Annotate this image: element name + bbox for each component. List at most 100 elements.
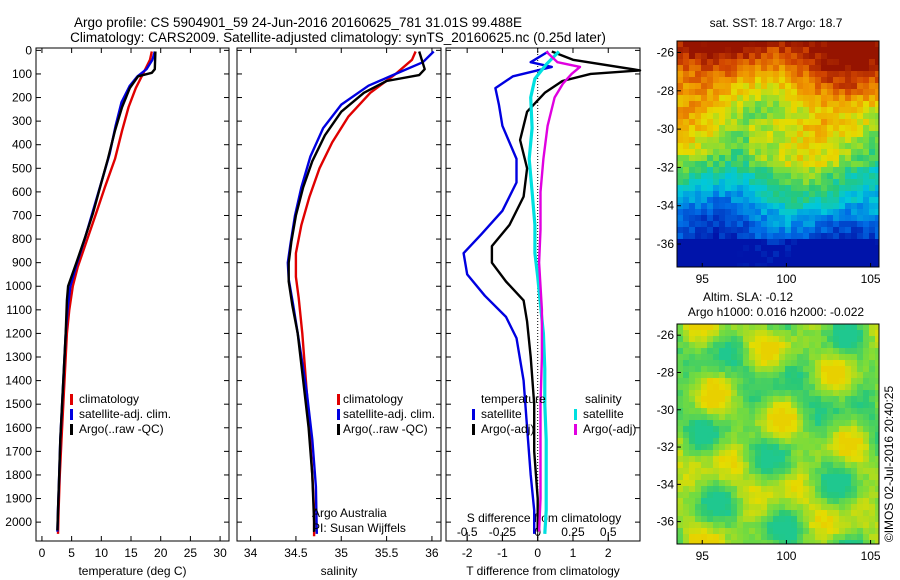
map-cell: [863, 336, 870, 343]
map-cell: [683, 233, 690, 240]
map-cell: [773, 390, 780, 397]
map-cell: [689, 245, 696, 252]
map-cell: [809, 89, 816, 96]
map-cell: [755, 468, 762, 475]
map-cell: [839, 372, 846, 379]
map-cell: [803, 468, 810, 475]
map-cell: [821, 528, 828, 535]
map-cell: [761, 486, 768, 493]
map-cell: [731, 540, 738, 545]
header-line-1: Argo profile: CS 5904901_59 24-Jun-2016 …: [74, 15, 522, 30]
map-cell: [725, 137, 732, 144]
map-cell: [707, 348, 714, 355]
map-cell: [815, 330, 822, 337]
map-cell: [833, 131, 840, 138]
map-cell: [743, 492, 750, 499]
map-cell: [689, 209, 696, 216]
map-cell: [701, 233, 708, 240]
map-cell: [689, 450, 696, 457]
map-cell: [779, 77, 786, 84]
map-cell: [737, 197, 744, 204]
map-cell: [731, 95, 738, 102]
map-cell: [827, 179, 834, 186]
map-cell: [869, 516, 876, 523]
x-tick-label: 34.5: [284, 546, 308, 560]
map-cell: [695, 257, 702, 264]
map-cell: [863, 498, 870, 505]
map-cell: [833, 119, 840, 126]
map-cell: [791, 504, 798, 511]
map-cell: [839, 245, 846, 252]
map-cell: [869, 197, 876, 204]
map-cell: [719, 113, 726, 120]
map-cell: [791, 384, 798, 391]
map-cell: [677, 426, 684, 433]
map-cell: [779, 119, 786, 126]
map-cell: [815, 498, 822, 505]
map-cell: [743, 540, 750, 545]
map-cell: [797, 438, 804, 445]
map-cell: [875, 257, 880, 264]
s-axis-label: S difference from climatology: [467, 511, 622, 525]
map-cell: [815, 420, 822, 427]
map-cell: [743, 143, 750, 150]
map-cell: [719, 107, 726, 114]
map-cell: [779, 71, 786, 78]
map-cell: [875, 360, 880, 367]
map-cell: [707, 516, 714, 523]
map-cell: [683, 137, 690, 144]
map-cell: [833, 360, 840, 367]
map-cell: [683, 360, 690, 367]
map-cell: [773, 53, 780, 60]
map-cell: [827, 342, 834, 349]
map-cell: [803, 119, 810, 126]
map-cell: [737, 468, 744, 475]
map-cell: [725, 402, 732, 409]
map-cell: [791, 137, 798, 144]
map-cell: [851, 245, 858, 252]
map-cell: [833, 245, 840, 252]
map-cell: [713, 203, 720, 210]
map-cell: [845, 47, 852, 54]
map-cell: [815, 534, 822, 541]
map-cell: [833, 462, 840, 469]
map-cell: [719, 41, 726, 48]
map-cell: [731, 534, 738, 541]
map-cell: [743, 516, 750, 523]
map-cell: [839, 414, 846, 421]
map-cell: [725, 197, 732, 204]
map-cell: [689, 336, 696, 343]
map-cell: [761, 65, 768, 72]
map-cell: [689, 480, 696, 487]
map-cell: [749, 53, 756, 60]
map-cell: [707, 179, 714, 186]
map-cell: [815, 155, 822, 162]
map-cell: [845, 245, 852, 252]
map-cell: [773, 330, 780, 337]
map-cell: [719, 251, 726, 258]
map-cell: [875, 504, 880, 511]
map-cell: [797, 354, 804, 361]
map-cell: [749, 197, 756, 204]
map-cell: [839, 354, 846, 361]
map-cell: [803, 492, 810, 499]
map-cell: [863, 161, 870, 168]
map-cell: [857, 221, 864, 228]
map-cell: [743, 414, 750, 421]
map-cell: [707, 330, 714, 337]
map-cell: [767, 486, 774, 493]
map-cell: [815, 504, 822, 511]
map-cell: [707, 498, 714, 505]
map-cell: [689, 65, 696, 72]
map-cell: [857, 378, 864, 385]
map-cell: [755, 432, 762, 439]
map-cell: [839, 233, 846, 240]
map-cell: [869, 185, 876, 192]
map-cell: [845, 179, 852, 186]
map-cell: [779, 251, 786, 258]
map-cell: [743, 468, 750, 475]
map-cell: [809, 179, 816, 186]
map-cell: [755, 167, 762, 174]
map-cell: [875, 540, 880, 545]
map-cell: [677, 83, 684, 90]
